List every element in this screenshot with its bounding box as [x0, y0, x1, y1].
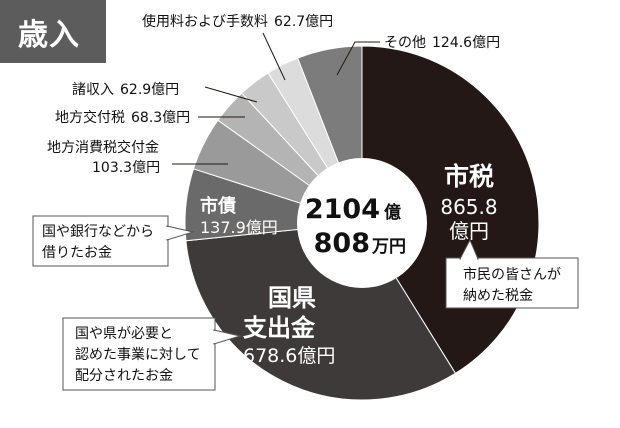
slice-label-kenshishutsukin-2: 支出金 [243, 314, 316, 342]
callout-shisai: 国や銀行などから 借りたお金 [32, 215, 195, 267]
center-total-line1: 2104 [305, 194, 380, 225]
slice-label-kenshishutsukin-1: 国県 [268, 284, 316, 312]
leader-line-shiyoryo [262, 32, 286, 81]
label-chihoshohizei-name: 地方消費税交付金 [47, 139, 159, 156]
label-shushunyu: 諸収入 62.9億円 [72, 82, 179, 98]
callout-shizei: 市民の皆さんが 納めた税金 [445, 238, 579, 309]
slice-value-shisai: 137.9億円 [200, 218, 278, 237]
label-sonota: その他 124.6億円 [384, 35, 500, 51]
slice-value-shizei: 865.8 [440, 195, 497, 219]
label-chihoshohizei-value: 103.3億円 [92, 160, 160, 176]
callout-shisai-line1: 国や銀行などから [42, 224, 154, 240]
slice-unit-shizei: 億円 [449, 219, 489, 243]
center-total-line2: 808 [314, 228, 370, 259]
page-title: 歳入 [18, 18, 80, 53]
callout-shizei-line2: 納めた税金 [463, 288, 533, 304]
callout-kenshishutsukin: 国や県が必要と 認めた事業に対して 配分されたお金 [62, 317, 242, 391]
label-shiyoryo: 使用料および手数料 62.7億円 [142, 13, 333, 30]
callout-shizei-line1: 市民の皆さんが [463, 266, 561, 283]
title-badge: 歳入 [0, 0, 106, 63]
slice-label-shizei: 市税 [444, 162, 494, 191]
leader-line-sonota [336, 41, 380, 76]
label-chihokofuzei: 地方交付税 68.3億円 [55, 109, 190, 126]
callout-kenshishutsukin-line2: 認めた事業に対して [75, 347, 201, 363]
slice-value-kenshishutsukin: 678.6億円 [243, 345, 335, 367]
outer-labels: 使用料および手数料 62.7億円 その他 124.6億円 諸収入 62.9億円 地方交… [47, 13, 500, 176]
center-total-unit1: 億 [384, 202, 401, 223]
leader-line-shushunyu [204, 86, 258, 103]
center-hole [297, 158, 427, 288]
center-total-unit2: 万円 [371, 237, 406, 257]
callout-kenshishutsukin-line1: 国や県が必要と [75, 326, 173, 342]
slice-label-shisai: 市債 [200, 195, 236, 217]
callout-shisai-line2: 借りたお金 [42, 245, 112, 261]
leader-lines [172, 32, 380, 165]
callout-kenshishutsukin-line3: 配分されたお金 [75, 368, 173, 384]
